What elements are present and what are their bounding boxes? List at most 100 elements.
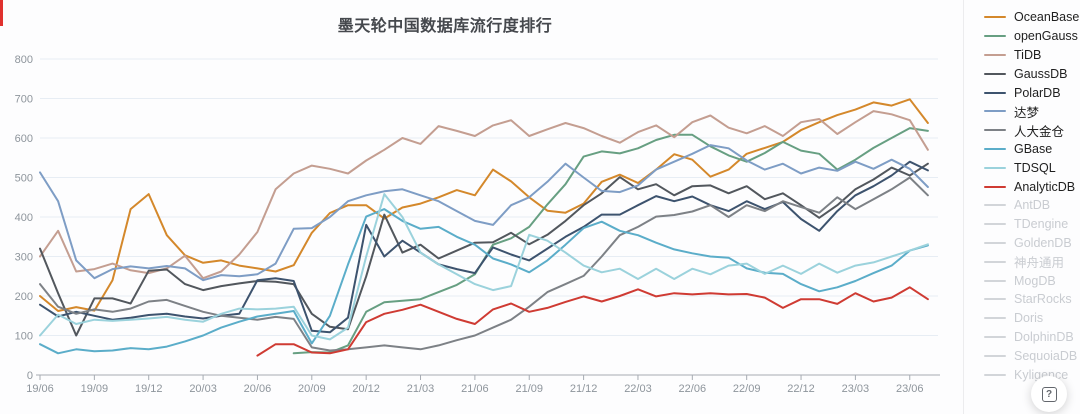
y-axis-tick-label: 800 bbox=[15, 54, 33, 66]
x-axis-tick-label: 19/09 bbox=[81, 383, 109, 395]
x-axis-tick-label: 22/09 bbox=[733, 383, 761, 395]
legend-swatch bbox=[984, 317, 1006, 320]
legend-label: TDengine bbox=[1014, 217, 1069, 232]
legend-item-TiDB[interactable]: TiDB bbox=[984, 46, 1080, 65]
legend-swatch bbox=[984, 241, 1006, 244]
legend-label: 达梦 bbox=[1014, 105, 1040, 120]
legend-label: 神舟通用 bbox=[1014, 256, 1065, 271]
legend-swatch bbox=[984, 279, 1006, 282]
legend-label: GaussDB bbox=[1014, 66, 1068, 81]
y-axis-tick-label: 600 bbox=[15, 133, 33, 145]
left-edge-red-artifact bbox=[0, 0, 3, 26]
legend-swatch bbox=[984, 354, 1006, 357]
legend-label: GoldenDB bbox=[1014, 235, 1072, 250]
series-line-AnalyticDB bbox=[256, 286, 929, 357]
legend-label: 人大金仓 bbox=[1014, 124, 1065, 139]
y-axis-tick-label: 400 bbox=[15, 212, 33, 224]
legend-item-AnalyticDB[interactable]: AnalyticDB bbox=[984, 177, 1080, 196]
legend-label: GBase bbox=[1014, 141, 1053, 156]
y-axis-tick-label: 500 bbox=[15, 173, 33, 185]
legend-item-SequoiaDB[interactable]: SequoiaDB bbox=[984, 346, 1080, 365]
legend-item-神舟通用[interactable]: 神舟通用 bbox=[984, 252, 1080, 271]
x-axis-tick-label: 20/03 bbox=[189, 383, 217, 395]
legend-swatch bbox=[984, 260, 1006, 263]
legend-item-MogDB[interactable]: MogDB bbox=[984, 271, 1080, 290]
legend-swatch bbox=[984, 53, 1006, 56]
chart-legend: OceanBase openGauss TiDB GaussDB PolarDB 达梦人大… bbox=[984, 8, 1080, 384]
question-mark-icon: ? bbox=[1041, 386, 1057, 402]
legend-swatch bbox=[984, 147, 1006, 150]
legend-label: DolphinDB bbox=[1014, 329, 1074, 344]
legend-label: MogDB bbox=[1014, 273, 1056, 288]
x-axis-tick-label: 20/06 bbox=[244, 383, 272, 395]
legend-item-TDengine[interactable]: TDengine bbox=[984, 215, 1080, 234]
legend-item-PolarDB[interactable]: PolarDB bbox=[984, 83, 1080, 102]
legend-swatch bbox=[984, 373, 1006, 376]
chart-title: 墨天轮中国数据库流行度排行 bbox=[337, 18, 553, 35]
legend-label: AnalyticDB bbox=[1014, 179, 1076, 194]
legend-item-Kyligence[interactable]: Kyligence bbox=[984, 365, 1080, 384]
series-line-TiDB bbox=[39, 110, 929, 280]
legend-item-达梦[interactable]: 达梦 bbox=[984, 102, 1080, 121]
legend-swatch bbox=[984, 110, 1006, 113]
legend-item-TDSQL[interactable]: TDSQL bbox=[984, 158, 1080, 177]
legend-swatch bbox=[984, 298, 1006, 301]
legend-label: openGauss bbox=[1014, 29, 1078, 44]
legend-item-Doris[interactable]: Doris bbox=[984, 309, 1080, 328]
x-axis-tick-label: 22/03 bbox=[624, 383, 652, 395]
legend-label: Doris bbox=[1014, 311, 1044, 326]
legend-item-AntDB[interactable]: AntDB bbox=[984, 196, 1080, 215]
legend-divider bbox=[963, 0, 964, 414]
legend-swatch bbox=[984, 185, 1006, 188]
x-axis-tick-label: 21/09 bbox=[515, 383, 543, 395]
x-axis-tick-label: 21/03 bbox=[407, 383, 435, 395]
x-axis-tick-label: 23/03 bbox=[842, 383, 870, 395]
legend-label: TDSQL bbox=[1014, 160, 1056, 175]
legend-item-人大金仓[interactable]: 人大金仓 bbox=[984, 121, 1080, 140]
legend-label: AntDB bbox=[1014, 198, 1051, 213]
legend-item-GaussDB[interactable]: GaussDB bbox=[984, 64, 1080, 83]
legend-label: PolarDB bbox=[1014, 85, 1061, 100]
x-axis-tick-label: 22/06 bbox=[679, 383, 707, 395]
series-line-达梦 bbox=[39, 144, 929, 282]
legend-label: StarRocks bbox=[1014, 292, 1072, 307]
legend-item-StarRocks[interactable]: StarRocks bbox=[984, 290, 1080, 309]
x-axis-tick-label: 20/12 bbox=[352, 383, 380, 395]
legend-label: SequoiaDB bbox=[1014, 348, 1078, 363]
legend-swatch bbox=[984, 91, 1006, 94]
y-axis-tick-label: 100 bbox=[15, 331, 33, 343]
help-button[interactable]: ? bbox=[1031, 376, 1067, 412]
legend-item-GBase[interactable]: GBase bbox=[984, 140, 1080, 159]
x-axis-tick-label: 23/06 bbox=[896, 383, 924, 395]
legend-swatch bbox=[984, 204, 1006, 207]
x-axis-tick-label: 21/06 bbox=[461, 383, 489, 395]
x-axis-tick-label: 19/06 bbox=[26, 383, 54, 395]
series-line-openGauss bbox=[292, 127, 929, 355]
legend-label: OceanBase bbox=[1014, 10, 1080, 25]
legend-swatch bbox=[984, 16, 1006, 19]
legend-swatch bbox=[984, 166, 1006, 169]
series-line-TDSQL bbox=[39, 193, 929, 341]
series-line-GaussDB bbox=[39, 162, 929, 337]
legend-item-GoldenDB[interactable]: GoldenDB bbox=[984, 234, 1080, 253]
x-axis-tick-label: 21/12 bbox=[570, 383, 598, 395]
y-axis-tick-label: 0 bbox=[27, 370, 33, 382]
x-axis-tick-label: 20/09 bbox=[298, 383, 326, 395]
legend-swatch bbox=[984, 72, 1006, 75]
legend-swatch bbox=[984, 335, 1006, 338]
legend-item-DolphinDB[interactable]: DolphinDB bbox=[984, 328, 1080, 347]
series-line-人大金仓 bbox=[39, 176, 929, 352]
x-axis-tick-label: 19/12 bbox=[135, 383, 163, 395]
legend-item-openGauss[interactable]: openGauss bbox=[984, 27, 1080, 46]
series-line-PolarDB bbox=[39, 160, 929, 334]
y-axis-tick-label: 200 bbox=[15, 291, 33, 303]
legend-swatch bbox=[984, 35, 1006, 38]
line-chart-canvas: 0 100 200 300 400 500 600 700 800 19/06 19/09 19/12… bbox=[15, 54, 940, 395]
x-axis-tick-label: 22/12 bbox=[787, 383, 815, 395]
y-axis-tick-label: 300 bbox=[15, 252, 33, 264]
legend-item-OceanBase[interactable]: OceanBase bbox=[984, 8, 1080, 27]
legend-swatch bbox=[984, 223, 1006, 226]
legend-swatch bbox=[984, 129, 1006, 132]
y-axis-tick-label: 700 bbox=[15, 94, 33, 106]
